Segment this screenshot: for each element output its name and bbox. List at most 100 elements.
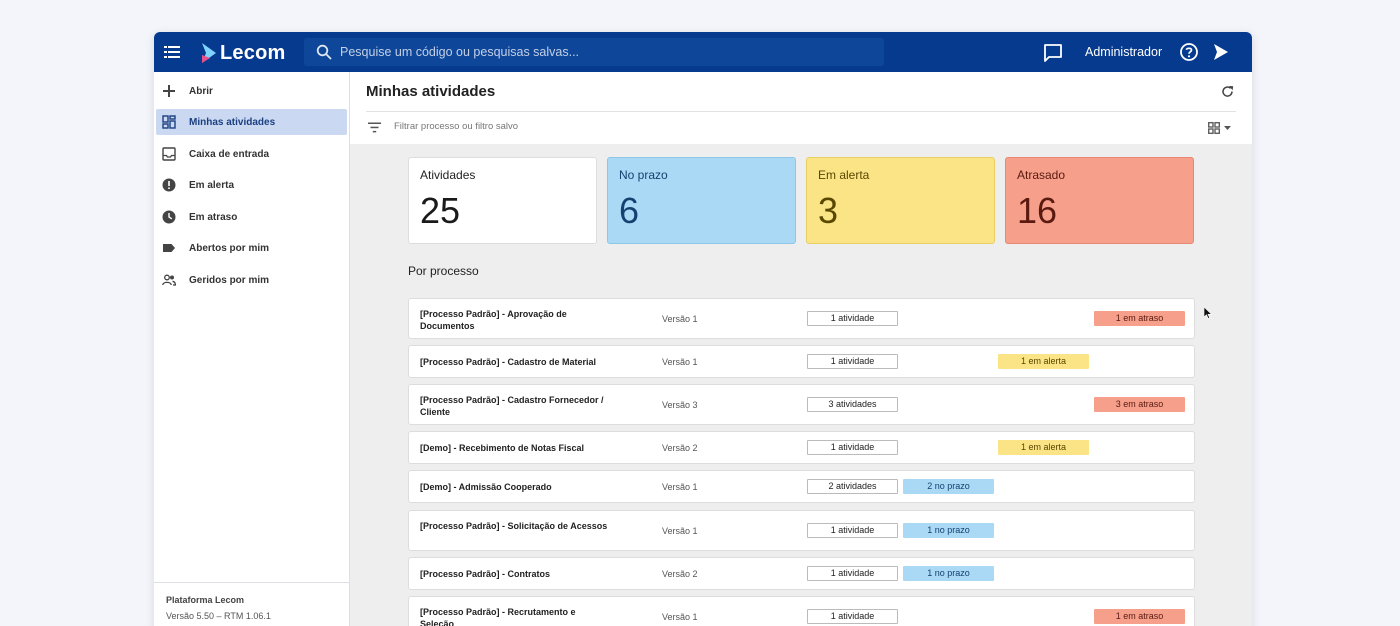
people-icon [162, 274, 176, 286]
process-name: [Processo Padrão] - Contratos [420, 569, 551, 579]
activity-count: 1 atividade [807, 440, 898, 455]
search-icon [316, 44, 332, 60]
summary-card-value: 3 [818, 190, 839, 231]
sidebar-item-em-atraso[interactable]: Em atraso [156, 204, 347, 230]
logo-chevron-icon [202, 43, 216, 63]
summary-card-label: Atrasado [1017, 168, 1066, 182]
inbox-icon [162, 147, 176, 161]
summary-card-value: 16 [1017, 190, 1058, 231]
summary-card-label: Em alerta [818, 168, 870, 182]
status-badge: 1 em alerta [998, 440, 1089, 455]
activity-count: 1 atividade [807, 523, 898, 538]
sidebar-item-minhas-atividades[interactable]: Minhas atividades [156, 109, 347, 135]
activity-count: 1 atividade [807, 354, 898, 369]
sidebar-item-abrir[interactable]: Abrir [156, 78, 347, 104]
platform-name: Plataforma Lecom [166, 595, 245, 605]
logo-text: Lecom [220, 41, 286, 64]
process-row[interactable]: [Processo Padrão] - Solicitação de Acess… [408, 510, 1195, 551]
sidebar-item-caixa-de-entrada[interactable]: Caixa de entrada [156, 141, 347, 167]
menu-icon[interactable] [164, 44, 180, 60]
summary-card-label: No prazo [619, 168, 668, 182]
process-name: [Processo Padrão] - Cadastro de Material [420, 357, 597, 367]
process-version: Versão 3 [662, 400, 698, 410]
activity-count: 3 atividades [807, 397, 898, 412]
summary-card-no-prazo[interactable]: No prazo 6 [607, 157, 796, 244]
summary-card-value: 25 [420, 190, 461, 231]
sidebar-item-label: Em alerta [189, 179, 235, 191]
chevron-down-icon[interactable] [1224, 126, 1231, 130]
refresh-icon[interactable] [1221, 85, 1234, 98]
summary-card-atrasado[interactable]: Atrasado 16 [1005, 157, 1194, 244]
summary-card-value: 6 [619, 190, 640, 231]
process-row[interactable]: [Processo Padrão] - Cadastro Fornecedor … [408, 384, 1195, 425]
activity-count: 2 atividades [807, 479, 898, 494]
process-version: Versão 2 [662, 569, 698, 579]
sidebar-item-em-alerta[interactable]: Em alerta [156, 172, 347, 198]
sidebar-item-label: Abertos por mim [189, 242, 270, 254]
process-name: [Processo Padrão] - Solicitação de Acess… [420, 521, 608, 531]
app-window: Lecom Administrador Abrir [154, 32, 1252, 626]
status-badge: 1 em atraso [1094, 311, 1185, 326]
sidebar-item-label: Abrir [189, 85, 213, 97]
label-icon [163, 244, 175, 252]
activity-count: 1 atividade [807, 566, 898, 581]
process-row[interactable]: [Processo Padrão] - Contratos Versão 2 1… [408, 557, 1195, 590]
lecom-logo[interactable]: Lecom [202, 41, 285, 65]
main-header: Minhas atividades [350, 72, 1252, 144]
process-version: Versão 1 [662, 357, 698, 367]
sidebar: Abrir Minhas atividades Caixa de entrada [154, 72, 350, 626]
status-badge: 1 em atraso [1094, 609, 1185, 624]
process-version: Versão 1 [662, 612, 698, 622]
sidebar-item-label: Em atraso [189, 211, 238, 223]
status-badge: 1 no prazo [903, 523, 994, 538]
process-row[interactable]: [Processo Padrão] - Cadastro de Material… [408, 345, 1195, 378]
status-badge: 1 no prazo [903, 566, 994, 581]
filter-icon[interactable] [368, 122, 381, 133]
plus-icon [163, 85, 175, 97]
process-version: Versão 2 [662, 443, 698, 453]
process-version: Versão 1 [662, 526, 698, 536]
search-input[interactable] [340, 45, 860, 59]
top-bar: Lecom Administrador [154, 32, 1252, 72]
process-name: [Processo Padrão] - Recrutamento e Seleç… [420, 607, 576, 626]
process-version: Versão 1 [662, 482, 698, 492]
process-row[interactable]: [Demo] - Recebimento de Notas Fiscal Ver… [408, 431, 1195, 464]
process-row[interactable]: [Processo Padrão] - Recrutamento e Seleç… [408, 596, 1195, 626]
summary-card-atividades[interactable]: Atividades 25 [408, 157, 597, 244]
sidebar-item-label: Caixa de entrada [189, 148, 270, 160]
send-icon[interactable] [1214, 44, 1228, 60]
sidebar-item-label: Geridos por mim [189, 274, 270, 286]
activity-count: 1 atividade [807, 609, 898, 624]
filter-input[interactable] [394, 121, 794, 132]
activity-count: 1 atividade [807, 311, 898, 326]
page-title: Minhas atividades [366, 83, 496, 100]
global-search[interactable] [304, 38, 884, 66]
summary-card-label: Atividades [420, 168, 476, 182]
process-name: [Demo] - Admissão Cooperado [420, 482, 552, 492]
mouse-cursor-icon [1204, 307, 1212, 319]
grid-view-icon[interactable] [1208, 122, 1220, 134]
summary-card-em-alerta[interactable]: Em alerta 3 [806, 157, 995, 244]
clock-icon [162, 210, 176, 224]
header-divider [366, 111, 1236, 112]
status-badge: 3 em atraso [1094, 397, 1185, 412]
status-badge: 1 em alerta [998, 354, 1089, 369]
alert-icon [162, 178, 176, 192]
platform-version: Versão 5.50 – RTM 1.06.1 [166, 611, 271, 621]
sidebar-item-label: Minhas atividades [189, 116, 276, 128]
dashboard-icon [162, 115, 176, 129]
main-content: Minhas atividades [350, 72, 1252, 626]
section-title: Por processo [408, 264, 479, 278]
process-row[interactable]: [Demo] - Admissão Cooperado Versão 1 2 a… [408, 470, 1195, 503]
status-badge: 2 no prazo [903, 479, 994, 494]
chat-icon[interactable] [1043, 43, 1063, 62]
process-name: [Processo Padrão] - Aprovação de Documen… [420, 309, 567, 331]
sidebar-item-geridos-por-mim[interactable]: Geridos por mim [156, 267, 347, 293]
process-version: Versão 1 [662, 314, 698, 324]
process-name: [Demo] - Recebimento de Notas Fiscal [420, 443, 585, 453]
sidebar-item-abertos-por-mim[interactable]: Abertos por mim [156, 235, 347, 261]
sidebar-footer: Plataforma Lecom Versão 5.50 – RTM 1.06.… [154, 582, 349, 621]
user-menu[interactable]: Administrador [1085, 45, 1163, 59]
help-icon[interactable] [1179, 42, 1199, 62]
process-row[interactable]: [Processo Padrão] - Aprovação de Documen… [408, 298, 1195, 339]
